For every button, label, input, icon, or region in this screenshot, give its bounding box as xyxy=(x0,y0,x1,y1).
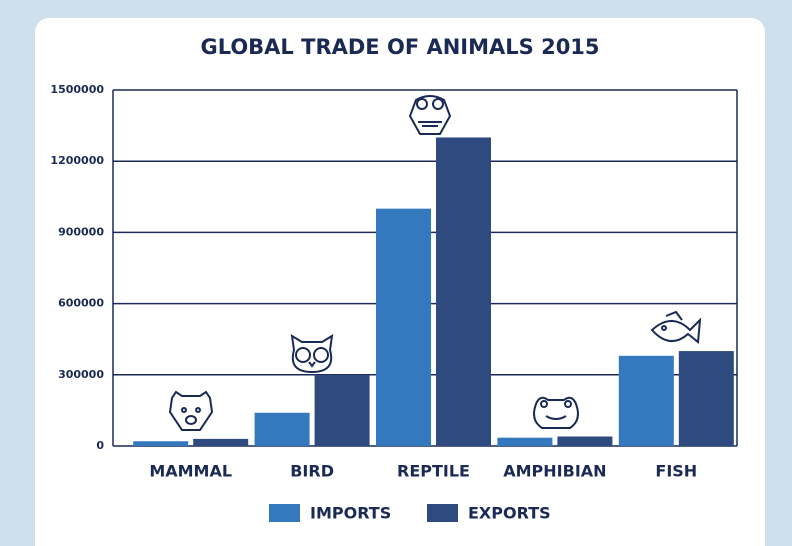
frog-icon xyxy=(533,396,579,429)
bar xyxy=(133,441,189,446)
y-tick-label: 0 xyxy=(96,439,104,452)
x-tick-label: FISH xyxy=(655,462,697,481)
legend-label: EXPORTS xyxy=(468,504,551,523)
bar xyxy=(193,438,249,446)
y-tick-label: 1500000 xyxy=(50,83,104,96)
y-tick-label: 900000 xyxy=(58,225,104,238)
bear-icon xyxy=(168,390,214,431)
legend-swatch xyxy=(427,504,458,522)
bar xyxy=(254,412,310,446)
y-tick-label: 1200000 xyxy=(50,154,104,167)
x-tick-label: AMPHIBIAN xyxy=(503,462,606,481)
chart-title: GLOBAL TRADE OF ANIMALS 2015 xyxy=(200,35,599,59)
owl-icon xyxy=(290,334,334,374)
x-tick-label: MAMMAL xyxy=(149,462,232,481)
bar xyxy=(436,137,491,446)
legend-swatch xyxy=(269,504,300,522)
bar xyxy=(557,436,613,446)
bar xyxy=(314,374,370,446)
y-tick-label: 600000 xyxy=(58,297,104,310)
icons xyxy=(168,95,702,431)
x-tick-label: BIRD xyxy=(290,462,334,481)
bar xyxy=(678,351,734,446)
legend-label: IMPORTS xyxy=(310,504,391,523)
y-tick-label: 300000 xyxy=(58,368,104,381)
bar xyxy=(497,437,553,446)
bar xyxy=(376,208,431,446)
crocodile-icon xyxy=(408,95,452,135)
bar xyxy=(618,355,674,446)
fish-icon xyxy=(650,310,702,344)
x-tick-label: REPTILE xyxy=(397,462,470,481)
